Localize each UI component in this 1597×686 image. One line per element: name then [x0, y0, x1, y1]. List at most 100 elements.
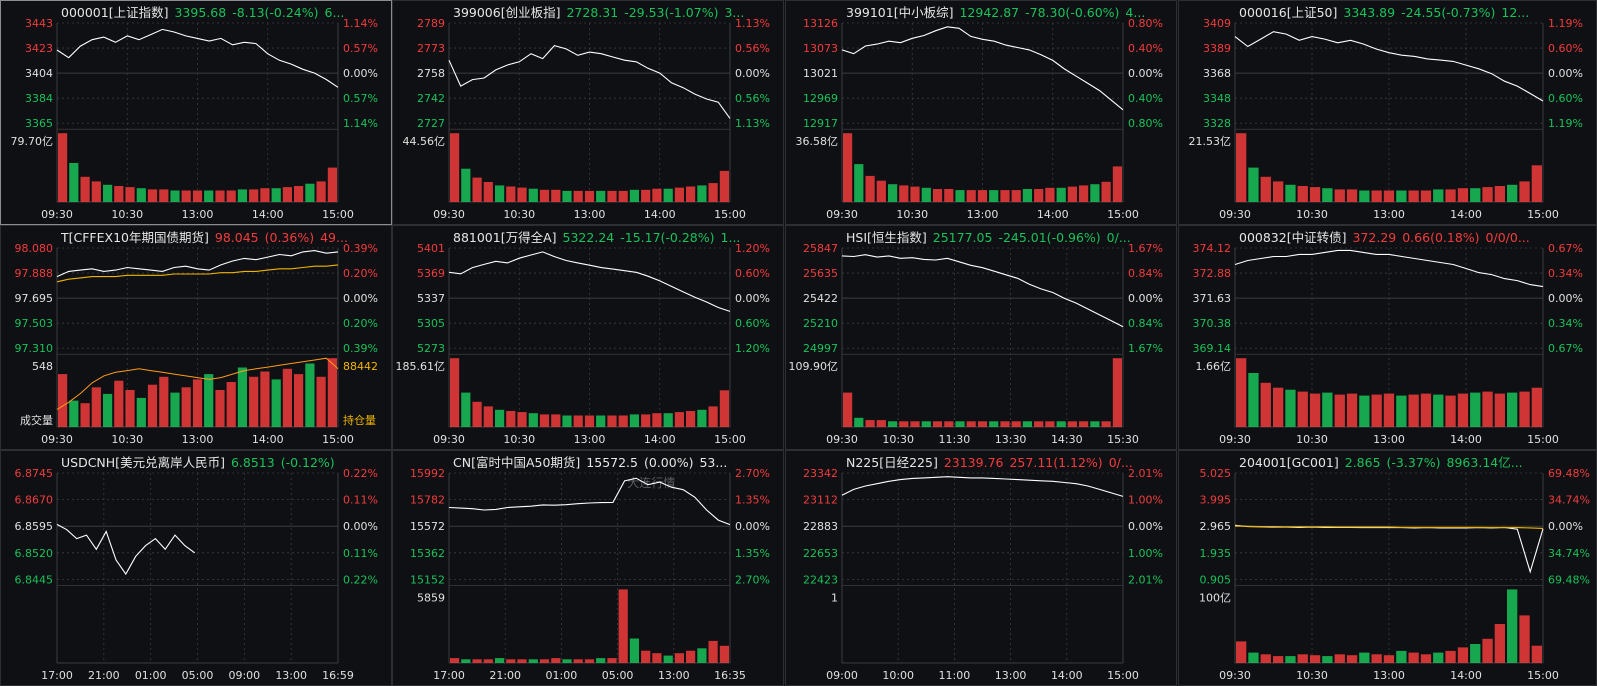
chart-panel[interactable]: HSI[恒生指数] 25177.05 -245.01(-0.96%) 0/... 258…: [785, 225, 1177, 450]
volume-bar: [1248, 373, 1259, 427]
y-tick-right: 0.11%: [343, 494, 378, 507]
chart-panel[interactable]: 204001[GC001] 2.865 (-3.37%) 8963.14亿... 5.0…: [1178, 450, 1597, 686]
volume-bar: [1000, 421, 1010, 427]
intraday-chart: 3409 3389 3368 3348 3328 1.19% 0.60% 0.00% 0.60%…: [1189, 17, 1583, 221]
volume-bar: [1445, 395, 1456, 427]
price-change: -29.53(-1.07%): [624, 5, 719, 20]
volume-bar: [843, 133, 853, 202]
price-change: (-3.37%): [1386, 455, 1441, 470]
volume-bar: [1445, 189, 1456, 202]
x-tick: 14:00: [1037, 208, 1069, 221]
chart-panel[interactable]: 881001[万得全A] 5322.24 -15.17(-0.28%) 1... 540…: [392, 225, 784, 450]
y-tick-left: 3404: [25, 67, 53, 80]
y-tick-left: 5305: [417, 317, 445, 330]
volume-bar: [1507, 184, 1518, 202]
y-tick-left: 6.8595: [15, 520, 54, 533]
volume-bar: [573, 659, 583, 663]
volume-bar: [977, 421, 988, 427]
volume-bar: [1519, 181, 1530, 202]
volume-bar: [719, 390, 729, 427]
chart-panel[interactable]: 399101[中小板综] 12942.87 -78.30(-0.60%) 4... 13…: [785, 0, 1177, 225]
y-tick-right: 0.84%: [1128, 267, 1163, 280]
volume-bar: [1297, 186, 1308, 202]
price-line: [448, 251, 731, 312]
x-tick: 05:00: [182, 669, 214, 682]
volume-bar: [854, 164, 864, 202]
price-line: [448, 44, 731, 119]
volume-caption: 成交量: [20, 413, 53, 427]
y-tick-left: 97.310: [15, 342, 54, 355]
volume-bar: [1383, 393, 1395, 427]
volume-bar: [1101, 421, 1111, 427]
volume-bar: [551, 189, 561, 202]
extra-info: 0/...: [1108, 455, 1133, 470]
volume-bar: [697, 409, 707, 427]
volume-bar: [686, 411, 696, 427]
chart-panel[interactable]: USDCNH[美元兑离岸人民币] 6.8513 (-0.12%) 6.8745 6.86…: [0, 450, 392, 686]
panel-title: 204001[GC001] 2.865 (-3.37%) 8963.14亿...: [1239, 454, 1592, 472]
panel-title: 399006[创业板指] 2728.31 -29.53(-1.07%) 3...: [453, 4, 779, 22]
y-tick-left: 12969: [803, 92, 838, 105]
x-tick: 14:00: [644, 433, 676, 446]
price-change: -15.17(-0.28%): [620, 230, 715, 245]
volume-bar: [573, 415, 583, 427]
security-code: N225[日经225]: [846, 455, 938, 470]
volume-bar: [1359, 190, 1370, 202]
x-tick: 21:00: [489, 669, 521, 682]
volume-bar: [483, 406, 493, 427]
volume-bar: [271, 379, 281, 427]
x-tick: 09:30: [1219, 433, 1251, 446]
volume-bar: [1309, 655, 1321, 663]
y-tick-left: 25847: [803, 242, 838, 255]
panel-title: T[CFFEX10年期国债期货] 98.045 (0.36%) 49...: [61, 229, 387, 247]
security-code: 204001[GC001]: [1239, 455, 1339, 470]
volume-bar: [204, 190, 214, 202]
y-tick-right: 0.00%: [343, 67, 378, 80]
volume-bar: [1371, 394, 1382, 427]
y-tick-left: 6.8520: [15, 547, 54, 560]
volume-bar: [1079, 421, 1089, 427]
chart-panel[interactable]: 000016[上证50] 3343.89 -24.55(-0.73%) 12... 34…: [1178, 0, 1597, 225]
volume-bar: [1371, 190, 1382, 202]
volume-bar: [618, 190, 628, 202]
y-tick-right: 34.74%: [1548, 547, 1590, 560]
volume-bar: [1470, 644, 1481, 663]
chart-panel[interactable]: 000832[中证转债] 372.29 0.66(0.18%) 0/0/0... 374…: [1178, 225, 1597, 450]
volume-bar: [1433, 189, 1444, 202]
y-tick-right: 0.34%: [1548, 317, 1583, 330]
volume-bar: [1260, 654, 1271, 663]
x-tick: 11:30: [939, 433, 971, 446]
chart-panel[interactable]: CN[富时中国A50期货] 15572.5 (0.00%) 53... 15992 157…: [392, 450, 784, 686]
volume-bar: [1420, 190, 1432, 202]
chart-panel[interactable]: N225[日经225] 23139.76 257.11(1.12%) 0/... 233…: [785, 450, 1177, 686]
y-tick-right: 0.60%: [1548, 42, 1583, 55]
volume-bar: [697, 185, 707, 202]
volume-bar: [1285, 656, 1296, 663]
volume-bar: [708, 640, 718, 663]
x-tick: 10:30: [111, 433, 143, 446]
chart-panel[interactable]: 399006[创业板指] 2728.31 -29.53(-1.07%) 3... 278…: [392, 0, 784, 225]
volume-bar: [103, 393, 113, 427]
volume-bar: [843, 392, 853, 427]
volume-bar: [641, 650, 651, 663]
y-tick-left: 1.935: [1200, 547, 1232, 560]
volume-bar: [1067, 421, 1077, 427]
volume-bar: [69, 400, 79, 427]
average-line: [56, 264, 339, 283]
y-tick-left: 2.965: [1200, 520, 1232, 533]
chart-panel[interactable]: 000001[上证指数] 3395.68 -8.13(-0.24%) 6... 3443…: [0, 0, 392, 225]
volume-bar: [483, 182, 493, 202]
panel-title: 881001[万得全A] 5322.24 -15.17(-0.28%) 1...: [453, 229, 779, 247]
volume-bar: [80, 403, 90, 427]
y-tick-right: 0.39%: [343, 342, 378, 355]
security-code: T[CFFEX10年期国债期货]: [61, 230, 209, 245]
volume-bar: [596, 415, 606, 427]
y-tick-left: 98.080: [15, 242, 54, 255]
y-tick-right: 0.67%: [1548, 342, 1583, 355]
volume-bar: [159, 376, 169, 427]
y-tick-left: 6.8670: [15, 494, 54, 507]
volume-bar: [708, 183, 718, 202]
y-tick-left: 5273: [417, 342, 445, 355]
x-tick: 01:00: [546, 669, 578, 682]
chart-panel[interactable]: T[CFFEX10年期国债期货] 98.045 (0.36%) 49... 98.080…: [0, 225, 392, 450]
